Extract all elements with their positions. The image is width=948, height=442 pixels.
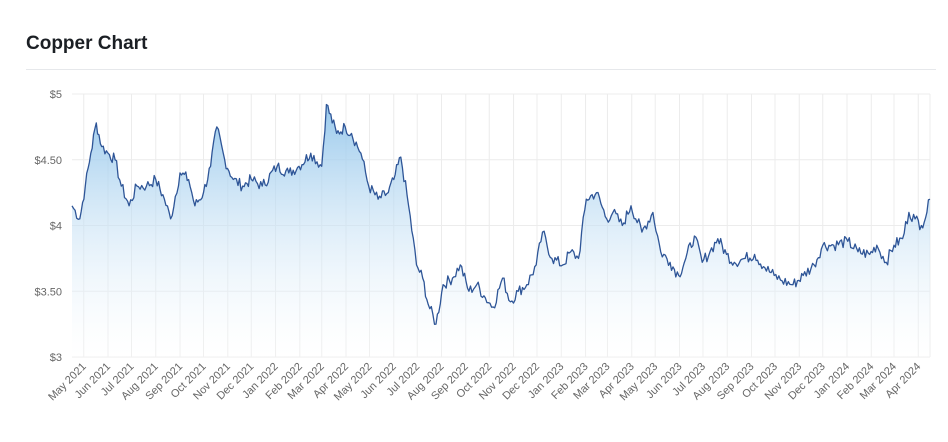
page-title: Copper Chart [26, 33, 148, 54]
y-tick-label: $4 [50, 221, 62, 233]
title-divider [26, 69, 936, 70]
y-axis: $3 $3.50 $4 $4.50 $5 [34, 89, 62, 364]
y-tick-label: $4.50 [34, 155, 62, 167]
y-tick-label: $3.50 [34, 286, 62, 298]
price-line [71, 103, 931, 325]
y-tick-label: $3 [50, 352, 62, 364]
y-tick-label: $5 [50, 89, 62, 101]
price-area [72, 104, 930, 357]
